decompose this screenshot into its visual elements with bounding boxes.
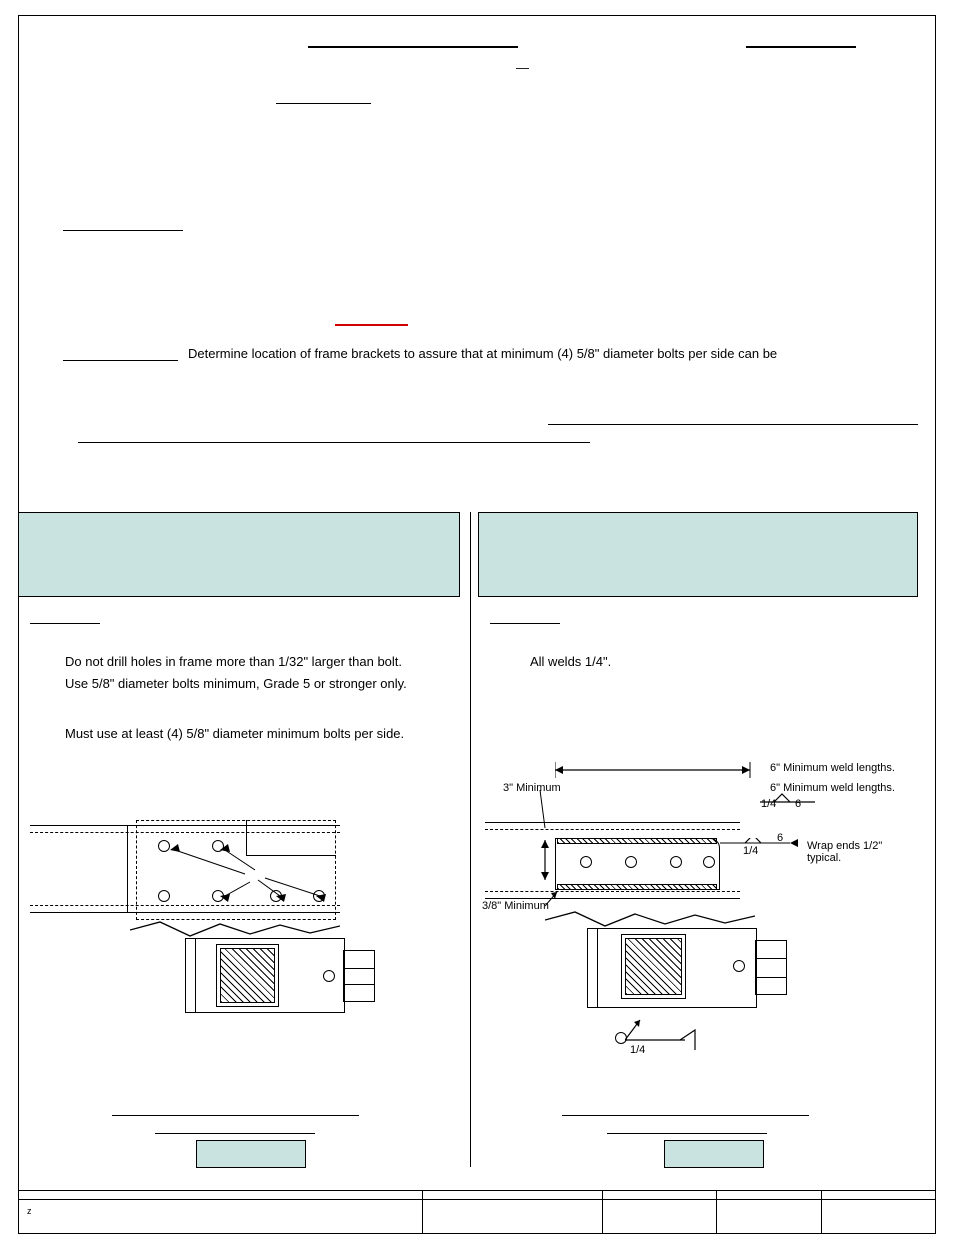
footer-table: z — [18, 1190, 936, 1234]
weld-hole-2 — [625, 856, 637, 868]
dim-top — [555, 760, 765, 780]
anno-38min: 3/8" Minimum — [482, 900, 549, 912]
weld-hole-3 — [670, 856, 682, 868]
long-underline-left — [78, 442, 590, 443]
notes-underline-left — [30, 623, 100, 624]
leader-3min — [500, 790, 550, 830]
fig2-underline-a — [562, 1115, 809, 1116]
hanger-end-r — [755, 940, 787, 995]
weld-14-b: 1/4 — [743, 845, 758, 857]
method-box-weld — [478, 512, 918, 597]
bracket-hatch-outer — [216, 944, 279, 1007]
subheading-underline — [276, 103, 371, 104]
notes-underline-right — [490, 623, 560, 624]
hanger-line1-r — [755, 958, 787, 959]
bolt-note-3: Must use at least (4) 5/8" diameter mini… — [65, 726, 404, 741]
bracket-left-r2 — [597, 928, 598, 1008]
important-label-underline — [63, 360, 178, 361]
long-underline-right — [548, 424, 918, 425]
weld-strip-bot — [557, 884, 717, 890]
bolt-note-2: Use 5/8" diameter bolts minimum, Grade 5… — [65, 676, 407, 691]
weld-14-a: 1/4 — [761, 798, 776, 810]
footer-z: z — [27, 1206, 32, 1216]
weld-6-a: 6 — [795, 798, 801, 810]
weld-hole-4 — [703, 856, 715, 868]
bracket-hatch-outer-r — [621, 934, 686, 999]
anno-6min-a: 6" Minimum weld lengths. — [770, 762, 895, 774]
bracket-left-edge — [185, 938, 186, 1013]
bracket-left-edge-2 — [195, 938, 196, 1013]
method-box-bolt — [18, 512, 460, 597]
vertical-divider — [470, 512, 471, 1167]
fig1-label-box — [196, 1140, 306, 1168]
section-underline-1 — [63, 230, 183, 231]
bolt-note-1: Do not drill holes in frame more than 1/… — [65, 654, 402, 669]
weld-note-1: All welds 1/4". — [530, 654, 611, 669]
red-underline — [335, 324, 408, 326]
fig1-underline-a — [112, 1115, 359, 1116]
header-underline-main — [308, 46, 518, 48]
hanger-line2 — [343, 984, 375, 985]
weld-strip-top — [557, 838, 717, 844]
fig2-label-box — [664, 1140, 764, 1168]
weld-14-c: 1/4 — [630, 1044, 645, 1056]
weld-hole-1 — [580, 856, 592, 868]
important-text: Determine location of frame brackets to … — [188, 346, 777, 361]
header-underline-right — [746, 46, 856, 48]
weld-6-b: 6 — [777, 832, 783, 844]
dim-3in — [535, 822, 555, 892]
dash-bot-r — [485, 891, 740, 892]
anno-wrap: Wrap ends 1/2" typical. — [807, 840, 915, 864]
hanger-end — [343, 950, 375, 1002]
figure-bolt-on — [30, 810, 430, 1050]
hanger-line2-r — [755, 977, 787, 978]
frame-bot-r — [485, 898, 740, 899]
figure-weld-on: 6" Minimum weld lengths. 6" Minimum weld… — [485, 760, 915, 1080]
leader-wrap — [720, 838, 820, 868]
pivot-hole — [323, 970, 335, 982]
fig1-underline-b — [155, 1133, 315, 1134]
hanger-line1 — [343, 968, 375, 969]
pivot-hole-r — [733, 960, 745, 972]
fig2-underline-b — [607, 1133, 767, 1134]
bracket-left-r — [587, 928, 588, 1008]
header-dash: — — [516, 60, 529, 75]
